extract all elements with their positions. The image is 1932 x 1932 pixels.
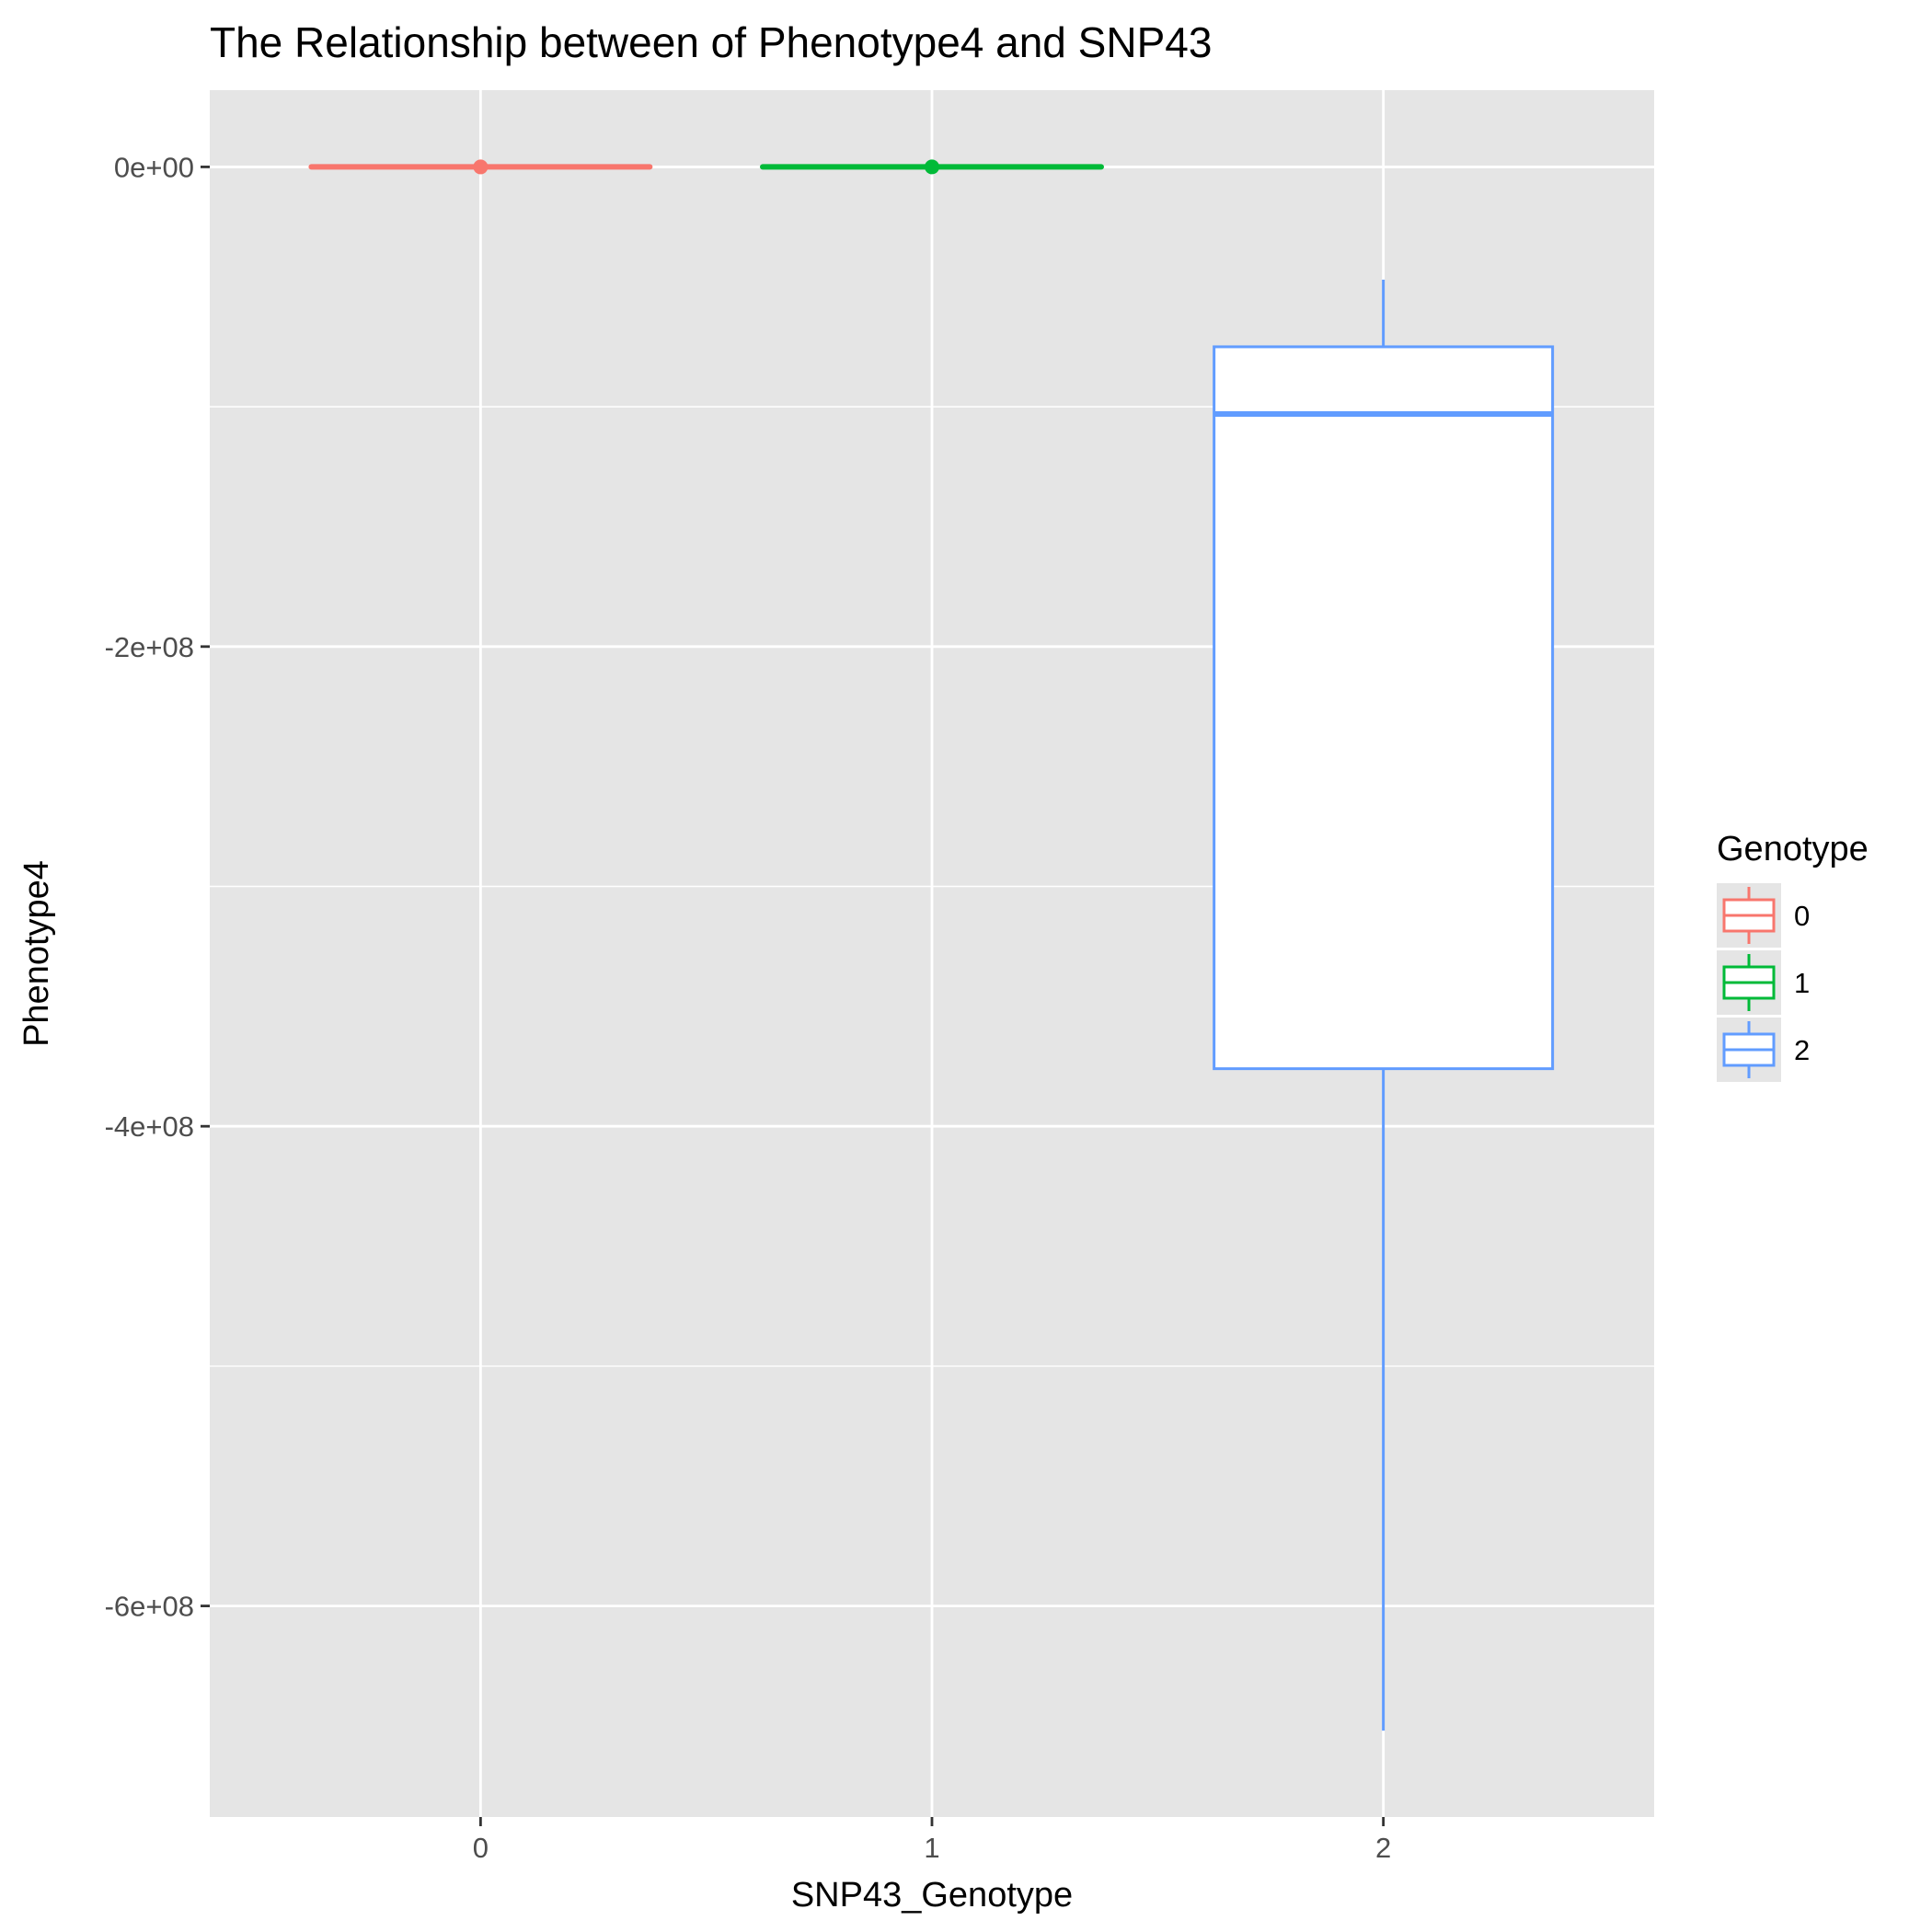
legend-label: 1 xyxy=(1794,967,1810,999)
y-tick-label: 0e+00 xyxy=(114,151,194,183)
legend-key-2 xyxy=(1717,1018,1781,1082)
y-tick-label: -6e+08 xyxy=(105,1591,194,1623)
y-tick-label: -4e+08 xyxy=(105,1110,194,1143)
legend-title: Genotype xyxy=(1717,830,1869,868)
x-axis: 0 1 2 xyxy=(473,1817,1391,1864)
y-axis: 0e+00 -2e+08 -4e+08 -6e+08 xyxy=(105,151,210,1623)
legend: Genotype 0 1 2 xyxy=(1717,830,1869,1082)
x-tick-label: 2 xyxy=(1375,1832,1391,1864)
box-1 xyxy=(760,159,1104,175)
x-tick-label: 0 xyxy=(473,1832,489,1864)
outlier-point xyxy=(473,159,489,175)
legend-key-1 xyxy=(1717,950,1781,1015)
outlier-point xyxy=(925,159,939,175)
boxes-layer xyxy=(308,159,1555,1731)
box-0 xyxy=(308,159,653,175)
y-tick-label: -2e+08 xyxy=(105,631,194,663)
x-tick-label: 1 xyxy=(924,1832,939,1864)
box-2 xyxy=(1213,279,1555,1731)
legend-label: 2 xyxy=(1794,1034,1810,1066)
x-axis-title: SNP43_Genotype xyxy=(791,1876,1073,1915)
legend-key-0 xyxy=(1717,883,1781,948)
y-axis-title: Phenotype4 xyxy=(17,860,56,1047)
chart-title: The Relationship between of Phenotype4 a… xyxy=(210,18,1212,66)
box-body xyxy=(1213,345,1555,1071)
legend-label: 0 xyxy=(1794,900,1810,932)
